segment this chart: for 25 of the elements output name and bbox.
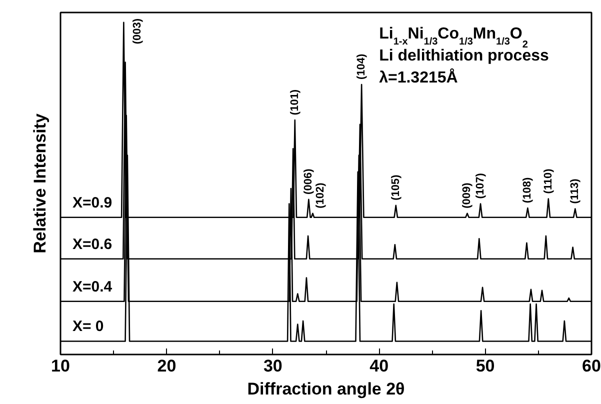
annotation: (104) — [356, 54, 368, 80]
annotation: Li delithiation process — [379, 48, 550, 64]
annotation: (101) — [288, 89, 301, 116]
annotation: λ=1.3215Å — [379, 68, 458, 86]
series-label: X=0.4 — [72, 278, 113, 296]
annotation: (107) — [474, 172, 487, 199]
x-tick-label: 20 — [157, 356, 176, 376]
annotation: (108) — [522, 177, 534, 204]
series-label: X=0.9 — [72, 194, 112, 212]
x-tick-label: 30 — [263, 356, 282, 376]
series-label: X= 0 — [72, 318, 104, 336]
annotation: (110) — [542, 168, 554, 194]
y-axis-title: Relative Intensity — [30, 113, 50, 254]
x-tick-label: 40 — [370, 356, 389, 376]
x-tick-label: 60 — [582, 356, 601, 376]
annotation: (003) — [132, 18, 144, 44]
annotation: (113) — [569, 178, 582, 204]
series-label: X=0.6 — [72, 236, 112, 253]
x-tick-label: 10 — [51, 356, 70, 376]
x-tick-label: 50 — [476, 356, 495, 376]
annotation: (102) — [314, 182, 327, 208]
annotation: (105) — [390, 174, 402, 200]
annotation: (009) — [461, 182, 474, 208]
x-axis-title: Diffraction angle 2θ — [247, 380, 405, 398]
annotation: (006) — [302, 168, 315, 194]
